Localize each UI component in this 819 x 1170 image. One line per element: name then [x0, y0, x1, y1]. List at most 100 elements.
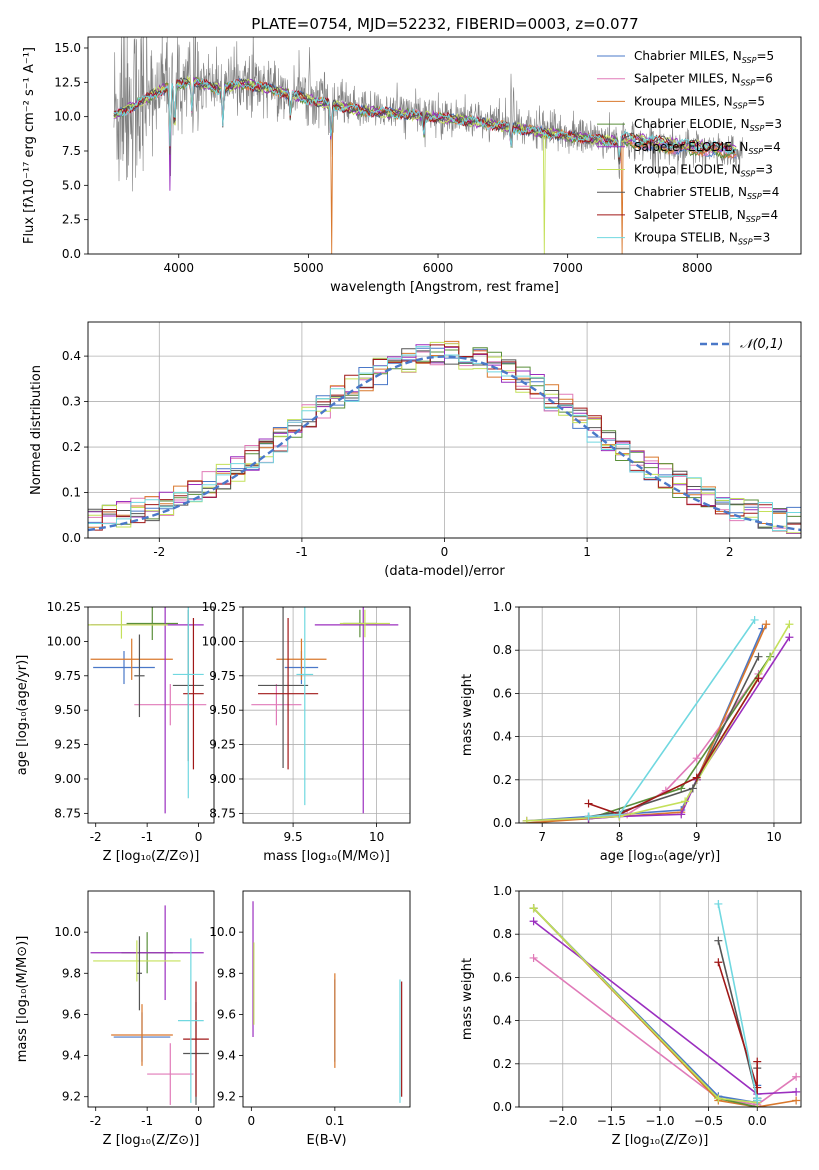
- legend-entry-label: Kroupa ELODIE, N: [634, 163, 741, 177]
- mass-weight-series-8: [588, 619, 756, 818]
- y-tick-label: 9.50: [209, 703, 236, 717]
- x-tick-label: 4000: [163, 261, 194, 275]
- legend-entry-label: Salpeter MILES, N: [634, 72, 741, 86]
- axes-frame: [87, 890, 215, 1108]
- legend-entry-subscript: SSP: [750, 124, 765, 133]
- y-tick-label: 0.2: [62, 440, 81, 454]
- legend-entry-subscript: SSP: [747, 192, 762, 201]
- x-axis-label: Z [log₁₀(Z/Z⊙)]: [612, 1133, 709, 1148]
- legend-entry-label: Salpeter ELODIE, N: [634, 140, 748, 154]
- y-tick-label: 0.0: [493, 816, 512, 830]
- y-tick-label: 9.4: [217, 1049, 236, 1063]
- plot-area: [252, 901, 403, 1103]
- mass-weight-series-5: [533, 907, 758, 1104]
- legend-entry-label: Kroupa STELIB, N: [634, 231, 738, 245]
- y-tick-label: 9.75: [209, 669, 236, 683]
- y-tick-label: 9.25: [209, 738, 236, 752]
- legend-entry-count: =3: [764, 117, 782, 131]
- y-axis-label: mass weight: [460, 958, 475, 1040]
- x-tick-label: 8: [616, 830, 624, 844]
- legend-entry-label: Chabrier MILES, N: [634, 49, 742, 63]
- mass-weight-point-1-3: [792, 1072, 801, 1081]
- mass-weight-vs-age-panel: 7 8 9 10 0.0 0.2 0.4 0.6 0.8 1.0 age [log₁₀(age/yr…: [460, 600, 802, 864]
- y-tick-label: 12.5: [54, 75, 81, 89]
- model-spectrum-line-6: [113, 77, 737, 165]
- y-tick-label: 15.0: [54, 41, 81, 55]
- residual-histogram-6: [88, 348, 801, 529]
- x-tick-label: −0.5: [694, 1114, 723, 1128]
- x-tick-label: 0: [195, 1114, 203, 1128]
- x-tick-label: 8000: [682, 261, 713, 275]
- mass-weight-point-8-0: [584, 812, 593, 821]
- x-tick-label: -2: [90, 1114, 102, 1128]
- y-tick-label: 10.0: [209, 925, 236, 939]
- axes-frame: [518, 606, 802, 824]
- mass-weight-point-2-3: [792, 1096, 801, 1105]
- mass-weight-point-5-0: [529, 904, 538, 913]
- y-tick-label: 9.25: [54, 738, 81, 752]
- axes-frame: [87, 606, 215, 824]
- normal-distribution-curve: [88, 355, 801, 532]
- mass-weight-point-8-0: [714, 899, 723, 908]
- x-axis-label: age [log₁₀(age/yr)]: [600, 849, 721, 864]
- legend-entry-6: Chabrier STELIB, NSSP=4: [634, 185, 779, 201]
- x-tick-label: 0.1: [325, 1114, 344, 1128]
- model-spectrum-line-8: [113, 77, 737, 158]
- mass-vs-reddening-panel: 0 0.1 9.2 9.4 9.6 9.8 10.0 E(B-V): [209, 890, 411, 1148]
- y-tick-label: 0.6: [493, 970, 512, 984]
- plot-area: [90, 905, 209, 1105]
- mass-weight-series-7: [588, 677, 760, 816]
- legend-entry-count: =5: [756, 49, 774, 63]
- mass-weight-series-7: [717, 962, 758, 1099]
- legend-entry-count: =4: [762, 185, 780, 199]
- legend-entry-subscript: SSP: [733, 101, 748, 110]
- x-axis-label: mass [log₁₀(M/M⊙)]: [263, 849, 390, 864]
- x-tick-label: -2: [153, 545, 165, 559]
- legend-entry-subscript: SSP: [741, 79, 756, 88]
- mass-weight-point-6-3: [754, 652, 763, 661]
- y-tick-label: 0.4: [62, 349, 81, 363]
- figure-title: PLATE=0754, MJD=52232, FIBERID=0003, z=0…: [251, 15, 638, 33]
- x-tick-label: 0.0: [748, 1114, 767, 1128]
- y-tick-label: 0.4: [493, 730, 512, 744]
- legend-entry-subscript: SSP: [746, 215, 761, 224]
- mass-weight-point-7-0: [714, 958, 723, 967]
- y-tick-label: 9.6: [62, 1007, 81, 1021]
- y-tick-label: 1.0: [493, 600, 512, 614]
- x-tick-label: 0: [248, 1114, 256, 1128]
- x-tick-label: -1: [141, 830, 153, 844]
- legend-entry-subscript: SSP: [738, 238, 753, 247]
- y-tick-label: 10.00: [202, 634, 236, 648]
- x-tick-label: 0: [441, 545, 449, 559]
- legend-entry-5: Kroupa ELODIE, NSSP=3: [634, 163, 773, 179]
- y-tick-label: 9.6: [217, 1007, 236, 1021]
- x-tick-label: −1.5: [597, 1114, 626, 1128]
- plot-area: [113, 37, 743, 254]
- x-tick-label: -1: [141, 1114, 153, 1128]
- legend-entry-label: Chabrier STELIB, N: [634, 185, 747, 199]
- y-tick-label: 8.75: [54, 806, 81, 820]
- axes-frame: [242, 606, 411, 824]
- y-axis-label: Normed distribution: [29, 365, 44, 495]
- x-axis-label: wavelength [Angstrom, rest frame]: [330, 280, 559, 295]
- mass-weight-point-1-4: [692, 754, 701, 763]
- legend-entry-count: =3: [755, 163, 773, 177]
- y-tick-label: 9.2: [217, 1090, 236, 1104]
- mass-weight-series-2: [526, 623, 767, 823]
- y-tick-label: 0.6: [493, 686, 512, 700]
- y-tick-label: 8.75: [209, 806, 236, 820]
- mass-weight-series-0: [526, 628, 764, 822]
- legend-entry-subscript: SSP: [741, 170, 756, 179]
- residual-histogram-5: [88, 341, 801, 534]
- residuals-histogram-panel: -2 -1 0 1 2 0.0 0.1 0.2 0.3 0.4 (data-model)/error…: [29, 321, 802, 579]
- legend-entry-label: Salpeter STELIB, N: [634, 208, 746, 222]
- y-tick-label: 9.2: [62, 1090, 81, 1104]
- x-axis-label: Z [log₁₀(Z/Z⊙)]: [103, 1133, 200, 1148]
- y-tick-label: 0.8: [493, 927, 512, 941]
- y-tick-label: 0.2: [493, 773, 512, 787]
- y-tick-label: 9.4: [62, 1049, 81, 1063]
- mass-weight-point-4-4: [785, 633, 794, 642]
- mass-weight-series-1: [533, 957, 797, 1106]
